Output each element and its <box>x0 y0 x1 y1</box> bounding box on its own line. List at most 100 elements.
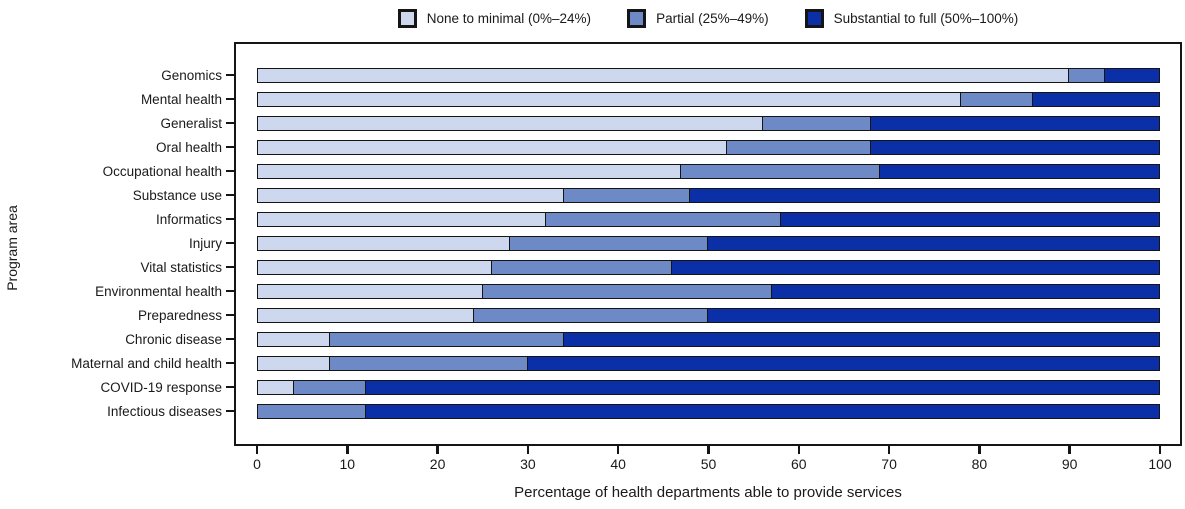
bar-segment <box>681 164 880 178</box>
y-tick-mark <box>226 337 234 341</box>
x-tick-label: 30 <box>520 456 536 472</box>
legend-swatch-icon <box>397 8 417 28</box>
x-tick-label: 40 <box>610 456 626 472</box>
x-tick-label: 20 <box>429 456 446 472</box>
bar-segment <box>366 380 1159 394</box>
bar-segment <box>1032 92 1159 106</box>
category-label: Maternal and child health <box>71 355 222 371</box>
y-tick-mark <box>226 193 234 197</box>
stacked-bar <box>257 355 1160 371</box>
category-label: Environmental health <box>95 283 222 299</box>
x-tick-label: 0 <box>253 456 261 472</box>
stacked-bar <box>257 163 1160 179</box>
bar-segment <box>1068 68 1105 82</box>
legend-label: None to minimal (0%–24%) <box>426 10 592 26</box>
bar-segment <box>258 308 475 322</box>
stacked-bar <box>257 403 1160 419</box>
bar-segment <box>258 380 295 394</box>
y-tick-mark <box>226 241 234 245</box>
x-tick-mark <box>887 446 891 454</box>
bar-segment <box>258 260 493 274</box>
x-tick-label: 70 <box>881 456 897 472</box>
y-tick-mark <box>226 217 234 221</box>
y-tick-mark <box>226 121 234 125</box>
bar-segment <box>366 404 1159 418</box>
bar-segment <box>330 332 565 346</box>
stacked-bar <box>257 91 1160 107</box>
y-tick-mark <box>226 145 234 149</box>
bar-segment <box>564 332 1159 346</box>
x-tick-label: 80 <box>971 456 988 472</box>
stacked-bar <box>257 307 1160 323</box>
legend-item: None to minimal (0%–24%) <box>397 8 592 28</box>
legend-label: Substantial to full (50%–100%) <box>833 10 1019 26</box>
bar-segment <box>726 140 871 154</box>
y-tick-mark <box>226 169 234 173</box>
stacked-bar <box>257 211 1160 227</box>
legend: None to minimal (0%–24%) Partial (25%–49%… <box>234 5 1182 31</box>
x-tick-mark <box>436 446 439 454</box>
x-tick-mark <box>1158 446 1162 454</box>
category-label: Infectious diseases <box>107 403 222 419</box>
category-label: COVID-19 response <box>100 379 222 395</box>
bar-segment <box>258 116 763 130</box>
bar-segment <box>771 284 1159 298</box>
bar-segment <box>258 236 511 250</box>
stacked-bar <box>257 331 1160 347</box>
bar-segment <box>546 212 781 226</box>
bar-segment <box>330 356 529 370</box>
bar-segment <box>708 308 1159 322</box>
y-tick-mark <box>226 289 234 293</box>
y-tick-mark <box>226 265 234 269</box>
category-label: Occupational health <box>102 163 222 179</box>
x-tick-mark <box>255 446 259 454</box>
y-tick-mark <box>226 313 234 317</box>
x-tick-mark <box>797 446 801 454</box>
bar-segment <box>870 140 1159 154</box>
bar-segment <box>708 236 1159 250</box>
legend-swatch-icon <box>804 8 824 28</box>
bar-segment <box>258 140 727 154</box>
x-tick-label: 60 <box>791 456 807 472</box>
category-label: Preparedness <box>137 307 222 323</box>
stacked-bar <box>257 115 1160 131</box>
stacked-bar <box>257 235 1160 251</box>
bar-segment <box>294 380 367 394</box>
category-label: Injury <box>188 235 222 251</box>
stacked-bar <box>257 259 1160 275</box>
bar-segment <box>672 260 1159 274</box>
x-tick-mark <box>707 446 710 454</box>
stacked-bar <box>257 67 1160 83</box>
stacked-bar <box>257 283 1160 299</box>
bar-segment <box>258 404 367 418</box>
legend-item: Substantial to full (50%–100%) <box>804 8 1019 28</box>
bar-segment <box>1104 68 1159 82</box>
stacked-bar <box>257 379 1160 395</box>
bar-segment <box>258 164 682 178</box>
bar-segment <box>258 356 331 370</box>
bar-segment <box>528 356 1159 370</box>
bar-segment <box>780 212 1159 226</box>
bar-segment <box>258 68 1069 82</box>
category-label: Mental health <box>140 91 222 107</box>
bar-segment <box>492 260 673 274</box>
y-tick-mark <box>226 361 234 365</box>
stacked-bar <box>257 187 1160 203</box>
bar-segment <box>510 236 709 250</box>
bar-segment <box>690 188 1159 202</box>
legend-label: Partial (25%–49%) <box>656 10 769 26</box>
x-tick-label: 90 <box>1061 456 1078 472</box>
bar-segment <box>870 116 1159 130</box>
category-label: Oral health <box>155 139 222 155</box>
x-tick-label: 10 <box>339 456 356 472</box>
legend-swatch-icon <box>627 8 647 28</box>
category-label: Generalist <box>160 115 222 131</box>
bar-segment <box>564 188 691 202</box>
bar-segment <box>258 92 961 106</box>
x-tick-mark <box>616 446 620 454</box>
bar-segment <box>483 284 772 298</box>
bar-segment <box>258 188 565 202</box>
y-tick-mark <box>226 385 234 389</box>
bar-segment <box>258 212 547 226</box>
